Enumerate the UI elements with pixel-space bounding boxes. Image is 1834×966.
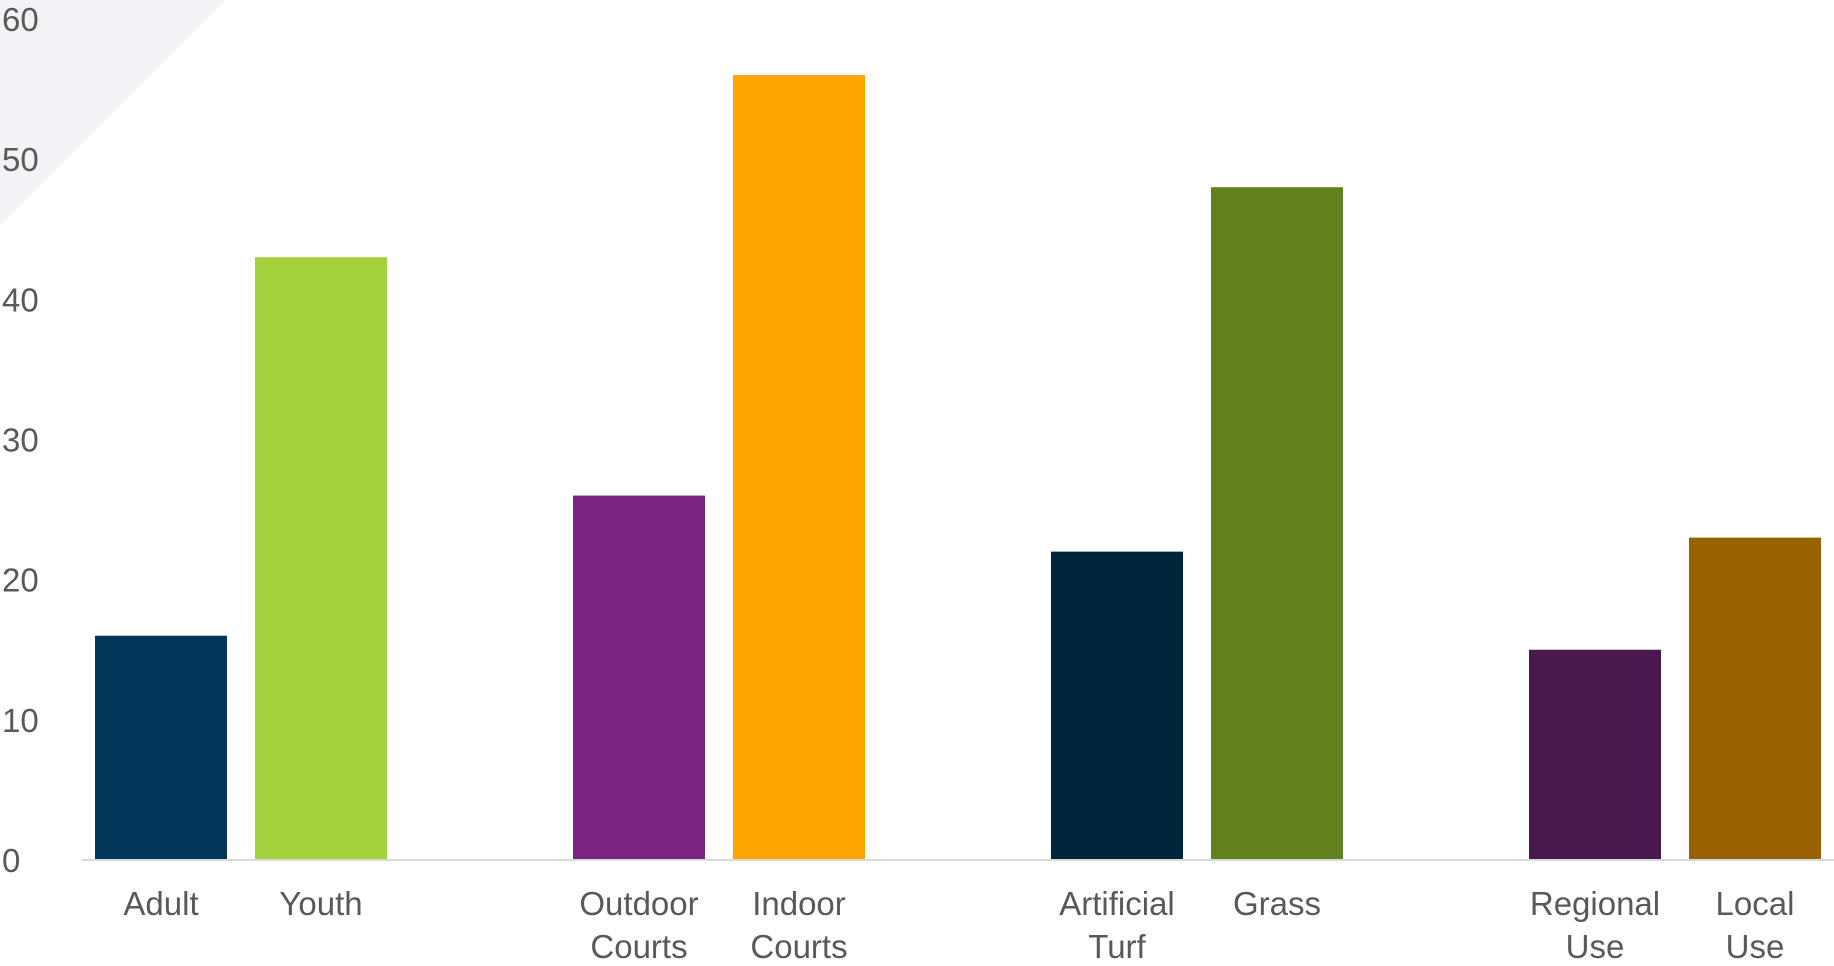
bar [95, 635, 227, 860]
bars [95, 75, 1821, 861]
y-tick-label: 60 [2, 1, 39, 38]
bar [1529, 649, 1661, 860]
bar [1689, 537, 1821, 860]
x-category-label: Local [1716, 885, 1795, 922]
x-category-label: Courts [590, 928, 687, 965]
bar [733, 75, 865, 861]
y-axis: 0 10 20 30 40 50 60 [2, 1, 39, 879]
x-category-label: Turf [1088, 928, 1146, 965]
x-category-label: Grass [1233, 885, 1321, 922]
y-tick-label: 10 [2, 702, 39, 739]
y-tick-label: 30 [2, 422, 39, 459]
y-tick-label: 20 [2, 562, 39, 599]
x-category-label: Use [1726, 928, 1785, 965]
x-category-label: Adult [123, 885, 198, 922]
x-category-label: Courts [750, 928, 847, 965]
background-decoration [0, 0, 225, 225]
bar [573, 495, 705, 860]
bar [1211, 187, 1343, 860]
x-category-label: Regional [1530, 885, 1660, 922]
y-tick-label: 40 [2, 281, 39, 318]
x-axis: Adult Youth Outdoor Courts Indoor Courts Artif… [123, 885, 1794, 965]
bar [1051, 551, 1183, 860]
bar [255, 257, 387, 860]
y-tick-label: 50 [2, 141, 39, 178]
x-category-label: Artificial [1059, 885, 1175, 922]
x-category-label: Use [1566, 928, 1625, 965]
x-category-label: Youth [279, 885, 362, 922]
x-category-label: Outdoor [579, 885, 698, 922]
x-category-label: Indoor [752, 885, 846, 922]
y-tick-label: 0 [2, 842, 20, 879]
